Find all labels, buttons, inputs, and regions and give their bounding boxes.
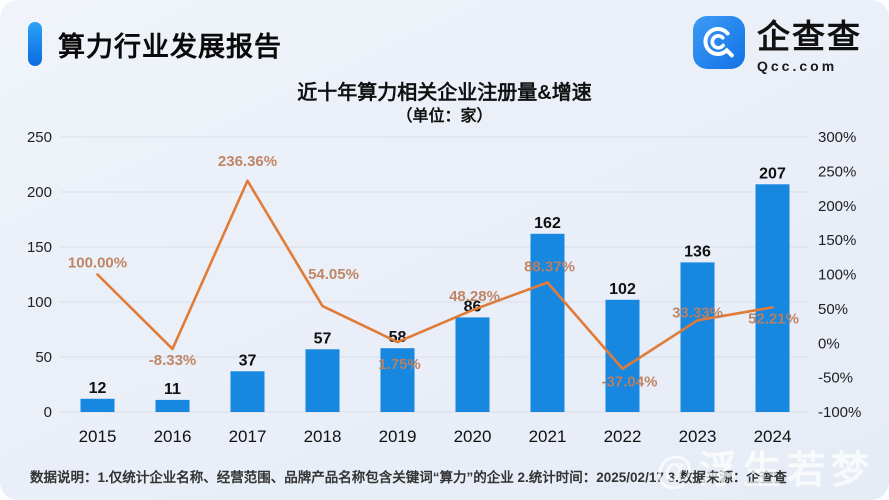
bar-value-label: 12 <box>89 380 107 397</box>
data-notes: 数据说明：1.仅统计企业名称、经营范围、品牌产品名称包含关键词“算力”的企业 2… <box>30 470 787 485</box>
chart-title: 近十年算力相关企业注册量&增速 <box>297 82 592 104</box>
growth-label: 100.00% <box>68 255 127 272</box>
qcc-logo: 企查查 Qcc.com <box>693 16 862 74</box>
chart-subtitle: （单位：家） <box>396 108 493 125</box>
bar-2017 <box>230 371 265 412</box>
qcc-logo-name: 企查查 <box>757 18 862 55</box>
bar-value-label: 136 <box>684 243 711 260</box>
accent-bar <box>28 22 42 66</box>
bar-2019 <box>380 348 415 412</box>
bar-value-label: 102 <box>609 281 636 298</box>
bar-2016 <box>155 399 190 412</box>
y-left-tick-label: 150 <box>27 239 52 256</box>
growth-label: 54.05% <box>308 266 359 283</box>
qcc-logo-domain: Qcc.com <box>757 58 838 75</box>
y-right-tick-label: 0% <box>818 335 840 352</box>
x-tick-label: 2021 <box>529 427 567 446</box>
bar-2015 <box>80 398 115 412</box>
y-right-tick-label: 300% <box>818 129 856 146</box>
growth-label: 236.36% <box>218 153 277 170</box>
bar-2023 <box>680 262 715 412</box>
growth-line <box>96 179 774 371</box>
x-tick-label: 2020 <box>454 427 492 446</box>
y-right-tick-label: 200% <box>818 198 856 215</box>
y-right-tick-label: 100% <box>818 267 856 284</box>
growth-label: 48.28% <box>449 288 500 305</box>
bar-2018 <box>305 349 340 412</box>
report-header: 算力行业发展报告 <box>28 22 282 66</box>
y-right-tick-label: 250% <box>818 163 856 180</box>
x-tick-label: 2015 <box>79 427 117 446</box>
y-left-tick-label: 250 <box>27 129 52 146</box>
qcc-logo-icon <box>693 16 745 69</box>
x-tick-label: 2017 <box>229 427 267 446</box>
growth-label: 1.75% <box>378 356 421 373</box>
report-title: 算力行业发展报告 <box>58 31 282 62</box>
growth-label: 33.33% <box>672 304 723 321</box>
y-left-tick-label: 200 <box>27 184 52 201</box>
x-tick-label: 2019 <box>379 427 417 446</box>
y-right-tick-label: -100% <box>818 404 861 421</box>
growth-label: -8.33% <box>149 352 197 369</box>
y-left-tick-label: 50 <box>35 349 52 366</box>
x-tick-label: 2018 <box>304 427 342 446</box>
bar-value-label: 37 <box>239 352 257 369</box>
bar-2020 <box>455 317 490 412</box>
bar-2021 <box>530 233 565 412</box>
bar-value-label: 57 <box>314 330 332 347</box>
y-right-tick-label: 150% <box>818 232 856 249</box>
growth-label: -37.04% <box>602 374 658 391</box>
y-right-tick-label: -50% <box>818 370 853 387</box>
growth-label: 52.21% <box>748 310 799 327</box>
x-tick-label: 2024 <box>754 427 792 446</box>
x-tick-label: 2023 <box>679 427 717 446</box>
x-tick-label: 2016 <box>154 427 192 446</box>
bar-value-label: 162 <box>534 215 561 232</box>
x-tick-label: 2022 <box>604 427 642 446</box>
growth-label: 88.37% <box>524 258 575 275</box>
y-left-tick-label: 100 <box>27 294 52 311</box>
bar-value-label: 207 <box>759 165 786 182</box>
bar-value-label: 11 <box>164 381 181 398</box>
y-right-tick-label: 50% <box>818 301 848 318</box>
y-left-tick-label: 0 <box>44 404 52 421</box>
bar-2024 <box>755 184 790 412</box>
bar-value-label: 58 <box>389 329 407 346</box>
